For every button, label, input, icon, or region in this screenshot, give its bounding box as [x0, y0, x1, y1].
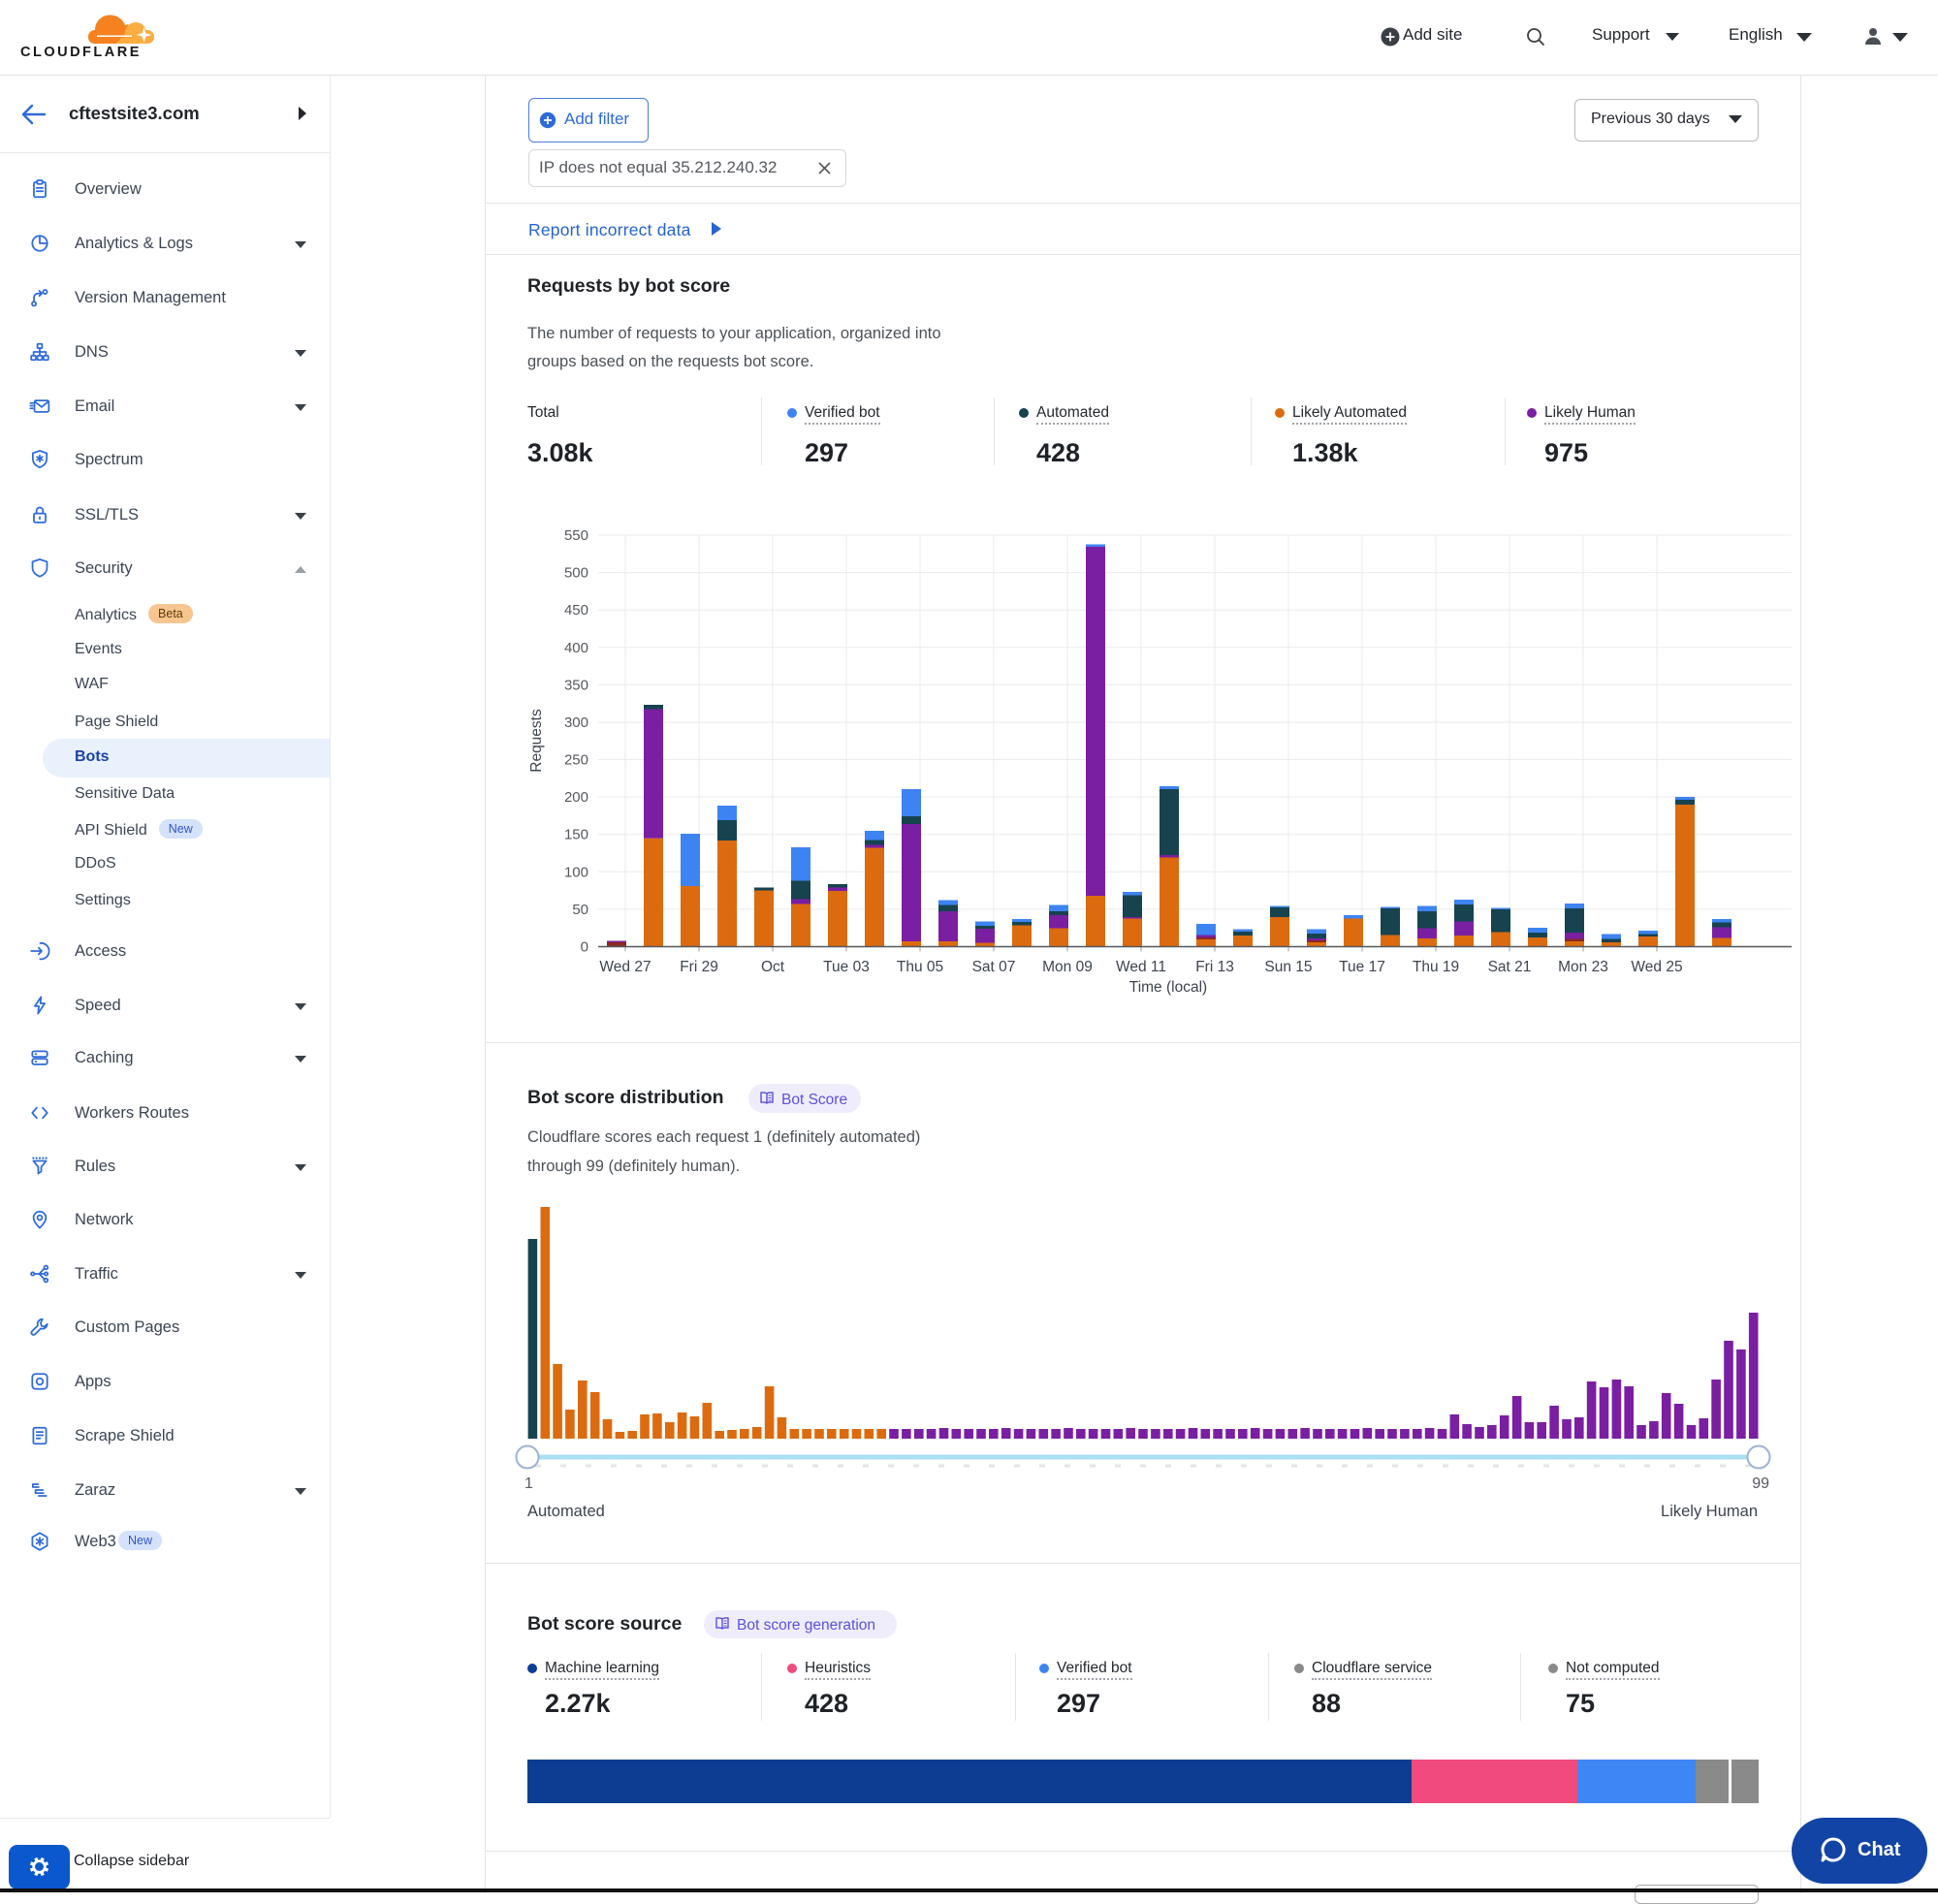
svg-text:Sun 15: Sun 15 [1264, 959, 1312, 975]
svg-text:1: 1 [524, 1476, 533, 1492]
svg-text:550: 550 [564, 527, 588, 544]
svg-text:Wed 25: Wed 25 [1631, 959, 1682, 975]
svg-text:Wed 27: Wed 27 [599, 959, 651, 975]
svg-text:Likely Human: Likely Human [1661, 1503, 1758, 1520]
svg-text:200: 200 [564, 789, 588, 806]
svg-text:Thu 19: Thu 19 [1413, 959, 1459, 975]
svg-text:250: 250 [564, 752, 588, 769]
svg-text:Mon 23: Mon 23 [1558, 959, 1608, 975]
svg-text:0: 0 [581, 939, 588, 956]
svg-text:Fri 13: Fri 13 [1195, 959, 1234, 975]
svg-text:Sat 21: Sat 21 [1488, 959, 1532, 975]
svg-text:Wed 11: Wed 11 [1116, 959, 1166, 975]
svg-text:Sat 07: Sat 07 [972, 959, 1016, 975]
svg-text:Mon 09: Mon 09 [1042, 959, 1093, 975]
svg-text:Automated: Automated [527, 1503, 605, 1520]
svg-text:Requests: Requests [528, 709, 545, 773]
svg-text:Tue 03: Tue 03 [823, 959, 870, 975]
svg-text:100: 100 [564, 864, 588, 880]
svg-text:Tue 17: Tue 17 [1339, 959, 1385, 975]
svg-text:300: 300 [564, 714, 588, 731]
svg-text:450: 450 [564, 602, 588, 619]
svg-text:150: 150 [564, 827, 588, 843]
svg-text:Fri 29: Fri 29 [680, 959, 718, 975]
svg-text:Oct: Oct [761, 959, 785, 975]
svg-text:50: 50 [572, 902, 588, 918]
svg-text:Time (local): Time (local) [1129, 979, 1207, 996]
svg-text:Thu 05: Thu 05 [897, 959, 943, 975]
svg-text:400: 400 [564, 640, 588, 656]
svg-text:350: 350 [564, 677, 588, 693]
svg-text:99: 99 [1752, 1476, 1769, 1492]
svg-text:500: 500 [564, 565, 588, 582]
